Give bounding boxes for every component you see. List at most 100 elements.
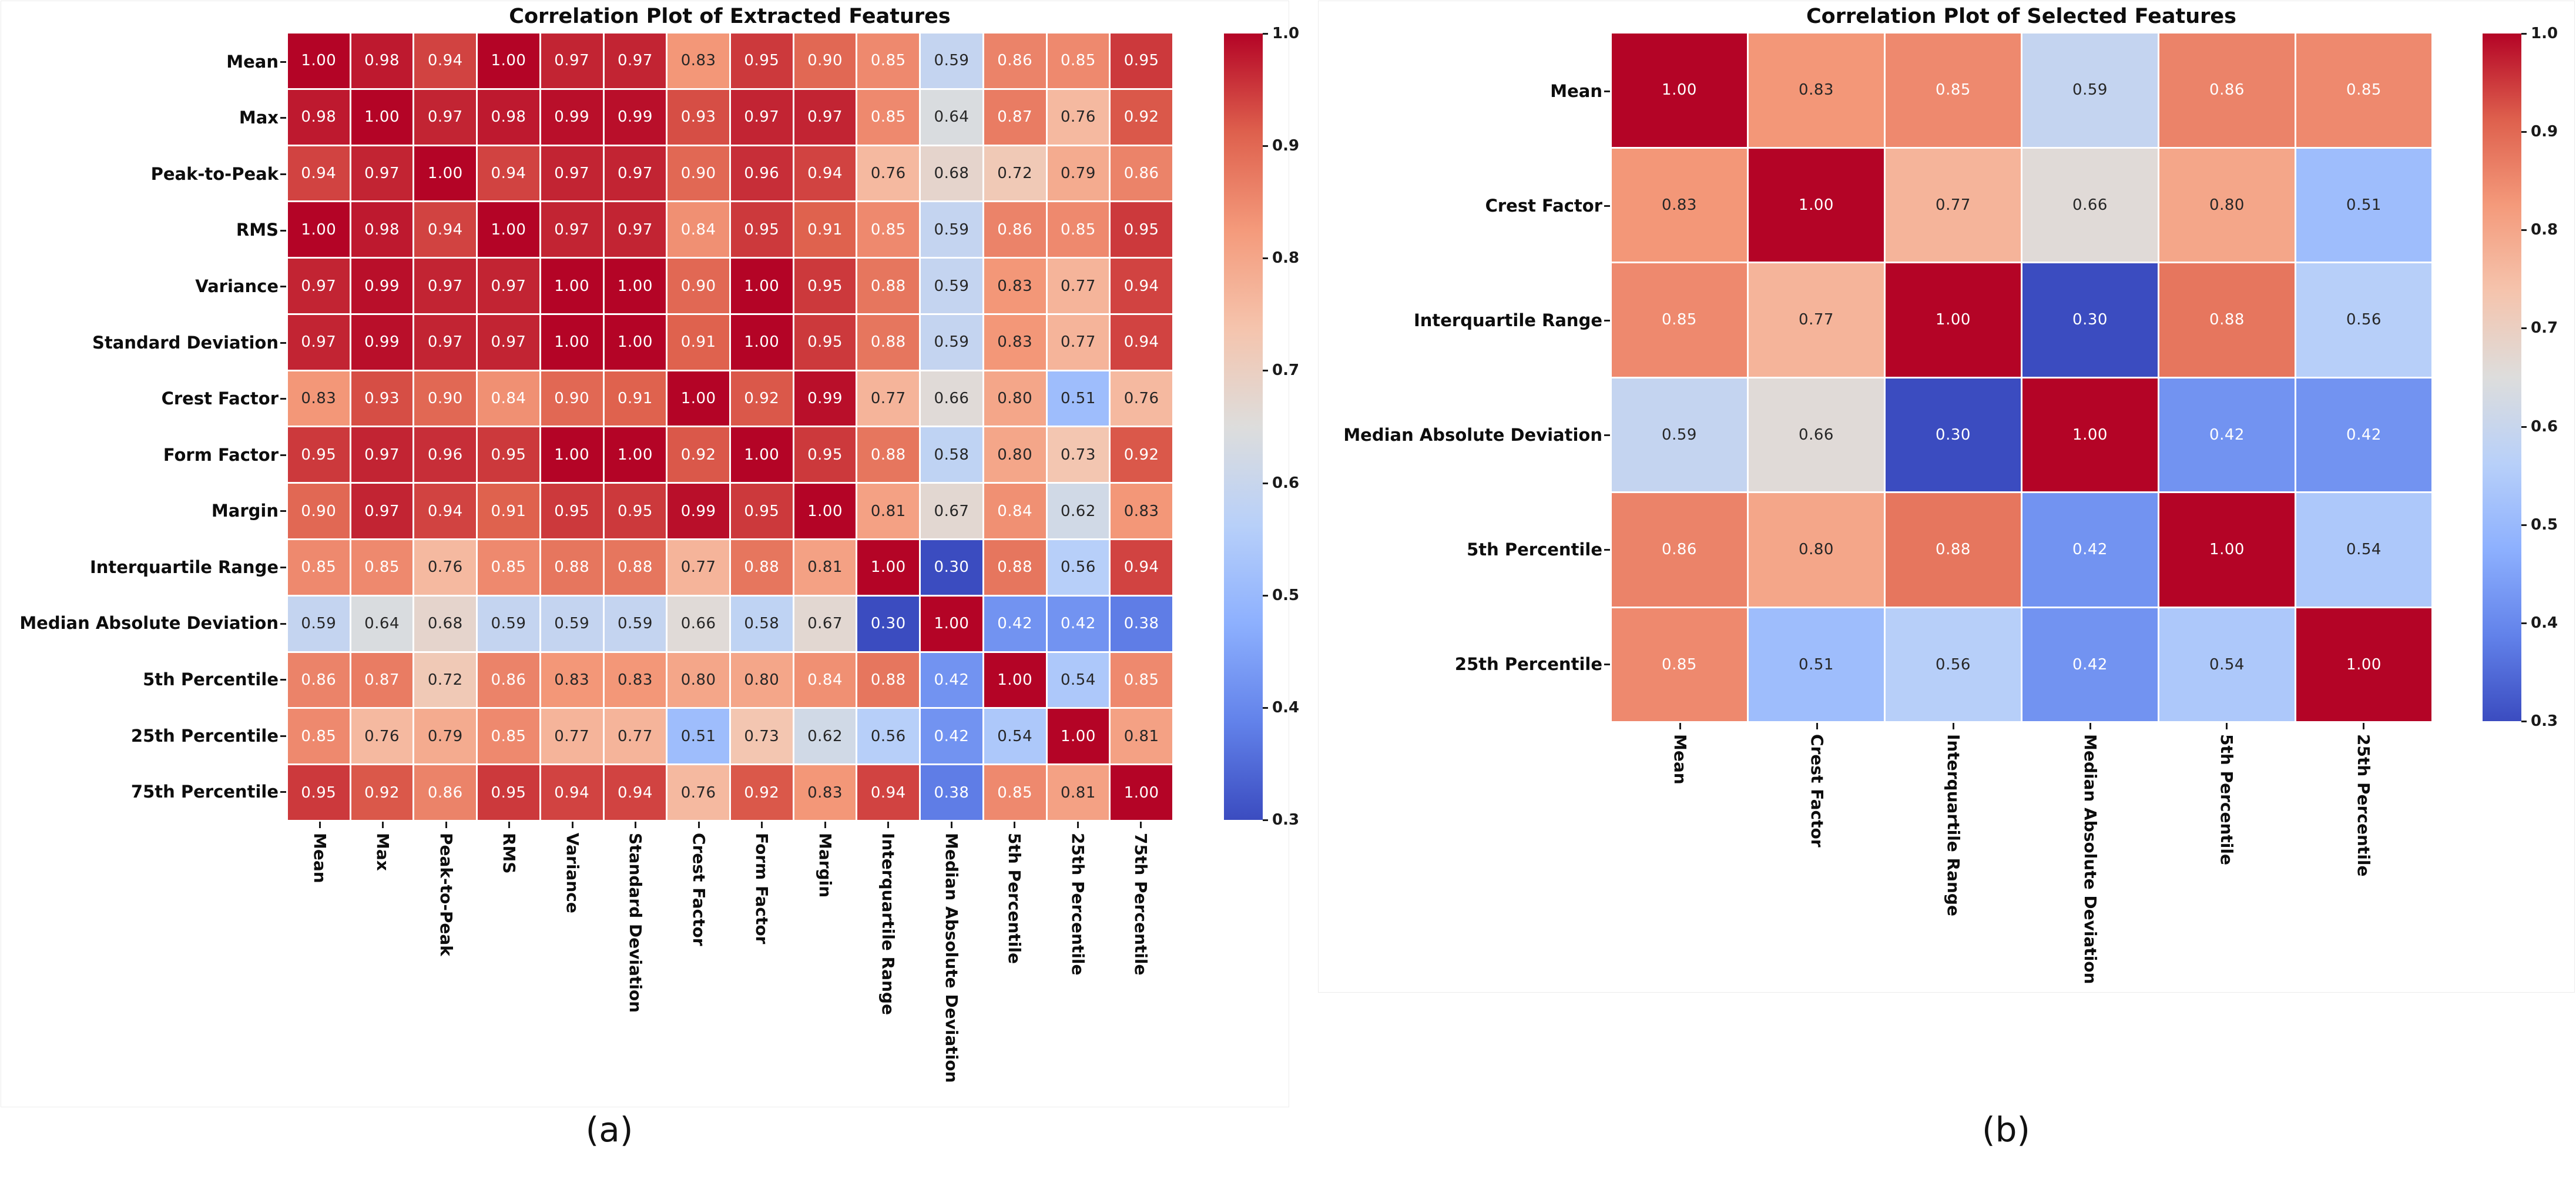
heatmap-cell: 0.59 [541, 596, 603, 651]
heatmap-cell: 1.00 [604, 427, 666, 483]
heatmap-cell: 0.85 [1047, 202, 1109, 257]
heatmap-cell: 0.88 [857, 259, 920, 313]
colorbar-tick [2521, 426, 2527, 428]
y-axis-tick [280, 61, 286, 63]
heatmap-cell: 0.77 [604, 709, 666, 764]
heatmap-cell: 0.97 [351, 427, 413, 483]
heatmap-cell: 0.94 [288, 146, 350, 201]
heatmap-cell: 0.56 [857, 709, 920, 764]
col-label: Variance [563, 833, 582, 913]
heatmap-cell: 0.95 [478, 765, 539, 820]
heatmap-cell: 0.54 [2296, 493, 2431, 607]
colorbar-tick [2521, 622, 2527, 624]
heatmap-cell: 0.81 [1047, 765, 1109, 820]
row-label: 25th Percentile [130, 725, 279, 746]
panel-b-title: Correlation Plot of Selected Features [1806, 5, 2236, 28]
heatmap-cell: 0.97 [288, 314, 350, 370]
x-axis-tick [761, 822, 763, 828]
row-label: 5th Percentile [1467, 539, 1602, 560]
colorbar-tick [1263, 145, 1268, 147]
colorbar-tick [1263, 370, 1268, 371]
heatmap-cell: 0.94 [414, 202, 477, 257]
heatmap-cell: 0.73 [1047, 427, 1109, 483]
heatmap-cell: 0.80 [984, 427, 1046, 483]
heatmap-cell: 0.86 [288, 652, 350, 708]
heatmap-cell: 0.99 [668, 484, 729, 539]
heatmap-cell: 0.51 [1047, 371, 1109, 426]
heatmap-cell: 0.83 [1749, 34, 1884, 147]
col-label: 5th Percentile [1005, 833, 1024, 964]
heatmap-cell: 0.96 [414, 427, 477, 483]
heatmap-cell: 0.97 [478, 259, 539, 313]
colorbar-tick-label: 0.7 [1272, 361, 1300, 379]
heatmap-cell: 0.51 [668, 709, 729, 764]
heatmap-cell: 0.88 [1886, 493, 2021, 607]
heatmap-cell: 0.94 [1111, 314, 1172, 370]
heatmap-cell: 0.30 [857, 596, 920, 651]
heatmap-cell: 0.76 [1047, 89, 1109, 145]
heatmap-cell: 0.86 [984, 34, 1046, 88]
heatmap-cell: 0.88 [541, 540, 603, 595]
heatmap-cell: 0.97 [604, 146, 666, 201]
heatmap-cell: 0.95 [794, 314, 856, 370]
heatmap-cell: 0.99 [351, 314, 413, 370]
row-label: 75th Percentile [130, 782, 279, 802]
colorbar-tick-label: 0.4 [1272, 699, 1300, 716]
heatmap-cell: 0.85 [288, 709, 350, 764]
heatmap-cell: 0.95 [731, 202, 793, 257]
heatmap-cell: 0.94 [604, 765, 666, 820]
colorbar-tick [2521, 229, 2527, 231]
heatmap-cell: 0.88 [857, 314, 920, 370]
heatmap-cell: 0.79 [1047, 146, 1109, 201]
heatmap-cell: 0.85 [1047, 34, 1109, 88]
heatmap-cell: 0.80 [984, 371, 1046, 426]
colorbar-tick [2521, 131, 2527, 133]
heatmap-cell: 0.85 [478, 709, 539, 764]
heatmap-cell: 0.97 [604, 34, 666, 88]
heatmap-cell: 1.00 [541, 427, 603, 483]
heatmap-cell: 0.95 [1111, 202, 1172, 257]
heatmap-cell: 0.77 [1886, 148, 2021, 262]
heatmap-cell: 0.88 [857, 652, 920, 708]
heatmap-cell: 0.72 [414, 652, 477, 708]
y-axis-tick [280, 623, 286, 625]
heatmap-cell: 0.90 [668, 146, 729, 201]
heatmap-cell: 0.42 [2159, 378, 2295, 491]
heatmap-cell: 0.94 [414, 484, 477, 539]
colorbar-tick-label: 0.7 [2531, 319, 2558, 337]
heatmap-cell: 1.00 [351, 89, 413, 145]
heatmap-cell: 0.95 [288, 427, 350, 483]
heatmap-cell: 0.97 [414, 314, 477, 370]
heatmap-cell: 0.54 [1047, 652, 1109, 708]
y-axis-tick [1604, 549, 1610, 551]
col-label: Mean [310, 833, 330, 883]
heatmap-cell: 0.79 [414, 709, 477, 764]
heatmap-cell: 0.76 [1111, 371, 1172, 426]
heatmap-cell: 0.81 [1111, 709, 1172, 764]
heatmap-cell: 0.97 [351, 484, 413, 539]
heatmap-cell: 0.77 [857, 371, 920, 426]
heatmap-cell: 0.85 [351, 540, 413, 595]
heatmap-cell: 0.84 [478, 371, 539, 426]
col-label: Max [373, 833, 393, 871]
row-label: Median Absolute Deviation [1343, 424, 1602, 445]
heatmap-cell: 0.91 [604, 371, 666, 426]
heatmap-cell: 0.91 [794, 202, 856, 257]
heatmap-cell: 0.85 [857, 89, 920, 145]
heatmap-cell: 0.81 [857, 484, 920, 539]
heatmap-cell: 0.97 [541, 202, 603, 257]
heatmap-cell: 0.85 [1886, 34, 2021, 147]
heatmap-cell: 0.97 [794, 89, 856, 145]
y-axis-tick [280, 735, 286, 737]
heatmap-cell: 1.00 [731, 427, 793, 483]
heatmap-cell: 0.42 [921, 652, 982, 708]
heatmap-cell: 0.84 [794, 652, 856, 708]
x-axis-tick [1816, 723, 1818, 729]
heatmap-cell: 0.97 [731, 89, 793, 145]
heatmap-cell: 0.64 [351, 596, 413, 651]
heatmap-cell: 0.54 [2159, 608, 2295, 721]
heatmap-cell: 0.77 [541, 709, 603, 764]
heatmap-cell: 0.84 [984, 484, 1046, 539]
colorbar-tick-label: 1.0 [2531, 25, 2558, 42]
heatmap-cell: 1.00 [857, 540, 920, 595]
